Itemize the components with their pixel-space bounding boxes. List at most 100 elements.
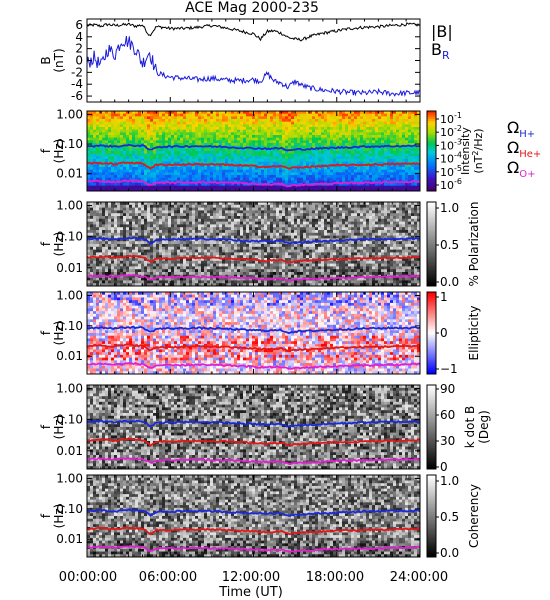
heatmap-cell bbox=[213, 164, 217, 168]
heatmap-cell bbox=[417, 137, 421, 141]
heatmap-cell bbox=[120, 129, 124, 133]
heatmap-cell bbox=[387, 153, 391, 157]
heatmap-cell bbox=[270, 159, 274, 163]
heatmap-cell bbox=[168, 148, 172, 152]
heatmap-cell bbox=[213, 188, 217, 192]
heatmap-cell bbox=[384, 124, 388, 128]
heatmap-cell bbox=[405, 153, 409, 157]
heatmap-cell bbox=[111, 121, 115, 125]
heatmap-cell bbox=[375, 135, 379, 139]
heatmap-cell bbox=[189, 216, 193, 220]
heatmap-cell bbox=[165, 266, 169, 270]
heatmap-cell bbox=[177, 143, 181, 147]
heatmap-cell bbox=[108, 164, 112, 168]
heatmap-cell bbox=[90, 235, 94, 239]
heatmap-cell bbox=[345, 148, 349, 152]
heatmap-cell bbox=[357, 113, 361, 117]
heatmap-cell bbox=[147, 230, 151, 234]
heatmap-cell bbox=[102, 269, 106, 273]
heatmap-cell bbox=[414, 111, 418, 115]
legend-cyclotron-2: ΩO+ bbox=[507, 158, 535, 180]
heatmap-cell bbox=[156, 177, 160, 181]
heatmap-cell bbox=[402, 156, 406, 160]
heatmap-cell bbox=[324, 185, 328, 189]
heatmap-cell bbox=[381, 175, 385, 179]
heatmap-cell bbox=[201, 151, 205, 155]
heatmap-cell bbox=[174, 260, 178, 264]
heatmap-cell bbox=[180, 252, 184, 256]
heatmap-cell bbox=[288, 169, 292, 173]
heatmap-cell bbox=[132, 249, 136, 253]
heatmap-cell bbox=[300, 151, 304, 155]
heatmap-cell bbox=[324, 188, 328, 192]
heatmap-cell bbox=[384, 151, 388, 155]
heatmap-cell bbox=[291, 188, 295, 192]
heatmap-cell bbox=[225, 241, 229, 245]
heatmap-cell bbox=[225, 177, 229, 181]
heatmap-cell bbox=[147, 249, 151, 253]
heatmap-cell bbox=[90, 283, 94, 287]
heatmap-cell bbox=[168, 224, 172, 228]
heatmap-cell bbox=[99, 280, 103, 284]
heatmap-cell bbox=[309, 185, 313, 189]
heatmap-cell bbox=[138, 167, 142, 171]
heatmap-cell bbox=[258, 111, 262, 115]
heatmap-cell bbox=[393, 137, 397, 141]
heatmap-cell bbox=[123, 159, 127, 163]
heatmap-cell bbox=[132, 280, 136, 284]
heatmap-cell bbox=[324, 153, 328, 157]
heatmap-cell bbox=[192, 238, 196, 242]
heatmap-cell bbox=[231, 129, 235, 133]
heatmap-cell bbox=[123, 140, 127, 144]
heatmap-cell bbox=[96, 137, 100, 141]
heatmap-cell bbox=[159, 230, 163, 234]
heatmap-cell bbox=[411, 169, 415, 173]
heatmap-cell bbox=[324, 119, 328, 123]
heatmap-cell bbox=[201, 213, 205, 217]
heatmap-cell bbox=[156, 137, 160, 141]
heatmap-cell bbox=[90, 137, 94, 141]
heatmap-cell bbox=[105, 238, 109, 242]
heatmap-cell bbox=[147, 274, 151, 278]
heatmap-cell bbox=[135, 172, 139, 176]
heatmap-cell bbox=[150, 185, 154, 189]
heatmap-cell bbox=[153, 230, 157, 234]
heatmap-cell bbox=[174, 244, 178, 248]
heatmap-cell bbox=[135, 244, 139, 248]
heatmap-cell bbox=[168, 269, 172, 273]
heatmap-cell bbox=[219, 124, 223, 128]
heatmap-cell bbox=[243, 129, 247, 133]
heatmap-cell bbox=[405, 127, 409, 131]
heatmap-cell bbox=[348, 140, 352, 144]
heatmap-cell bbox=[147, 244, 151, 248]
heatmap-cell bbox=[276, 140, 280, 144]
heatmap-cell bbox=[150, 227, 154, 231]
heatmap-cell bbox=[372, 119, 376, 123]
heatmap-cell bbox=[306, 135, 310, 139]
heatmap-cell bbox=[162, 263, 166, 267]
heatmap-cell bbox=[408, 140, 412, 144]
heatmap-cell bbox=[144, 140, 148, 144]
heatmap-cell bbox=[282, 151, 286, 155]
heatmap-cell bbox=[159, 167, 163, 171]
heatmap-cell bbox=[156, 135, 160, 139]
heatmap-cell bbox=[99, 238, 103, 242]
heatmap-cell bbox=[108, 216, 112, 220]
heatmap-cell bbox=[291, 113, 295, 117]
heatmap-cell bbox=[387, 116, 391, 120]
heatmap-cell bbox=[330, 185, 334, 189]
heatmap-cell bbox=[108, 116, 112, 120]
heatmap-cell bbox=[177, 121, 181, 125]
heatmap-cell bbox=[123, 188, 127, 192]
heatmap-cell bbox=[393, 161, 397, 165]
heatmap-cell bbox=[360, 167, 364, 171]
heatmap-cell bbox=[282, 185, 286, 189]
heatmap-cell bbox=[366, 153, 370, 157]
heatmap-cell bbox=[177, 246, 181, 250]
heatmap-cell bbox=[144, 213, 148, 217]
heatmap-cell bbox=[177, 280, 181, 284]
heatmap-cell bbox=[177, 204, 181, 208]
heatmap-cell bbox=[93, 207, 97, 211]
colorbar-step bbox=[427, 163, 436, 166]
